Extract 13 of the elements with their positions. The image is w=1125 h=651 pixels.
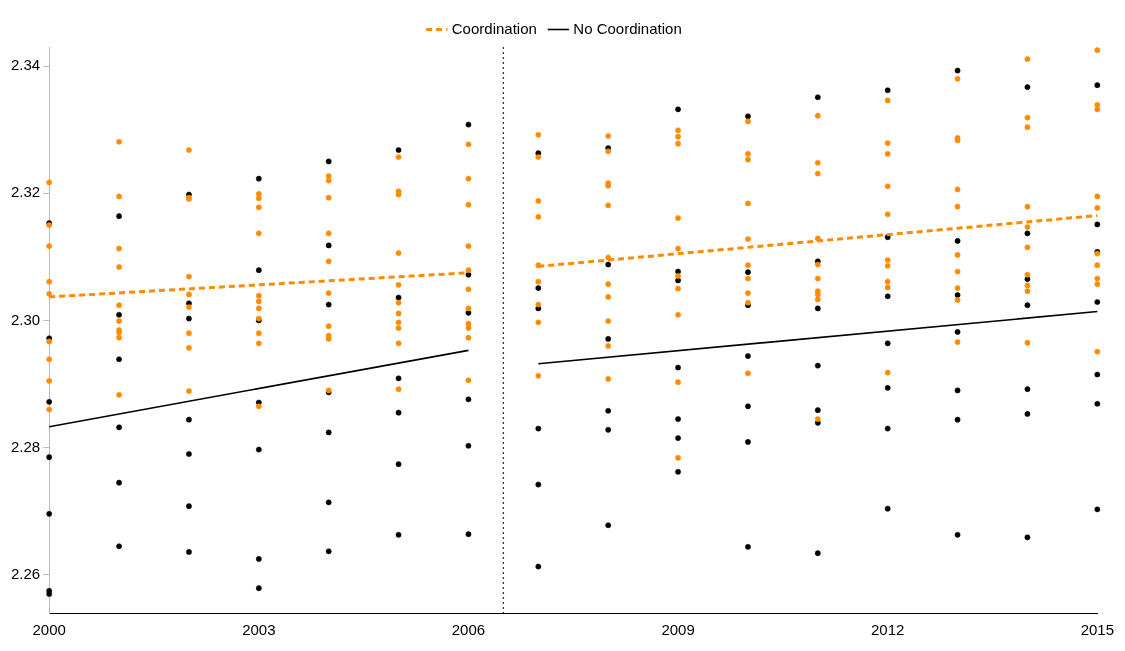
x-tick-label: 2000 xyxy=(32,621,66,639)
x-tick-label: 2003 xyxy=(242,621,276,639)
x-tick-label: 2012 xyxy=(871,621,905,639)
y-tick-label: 2.26 xyxy=(10,564,41,582)
legend-label: Coordination xyxy=(451,19,537,37)
y-tick-label: 2.34 xyxy=(10,56,41,74)
x-tick-label: 2006 xyxy=(451,621,486,639)
y-tick-label: 2.28 xyxy=(10,437,41,455)
x-tick-label: 2009 xyxy=(661,621,695,639)
y-tick-label: 2.30 xyxy=(10,310,41,328)
x-tick-label: 2015 xyxy=(1080,621,1114,639)
y-tick-label: 2.32 xyxy=(10,183,41,201)
legend-label: No Coordination xyxy=(573,19,682,37)
